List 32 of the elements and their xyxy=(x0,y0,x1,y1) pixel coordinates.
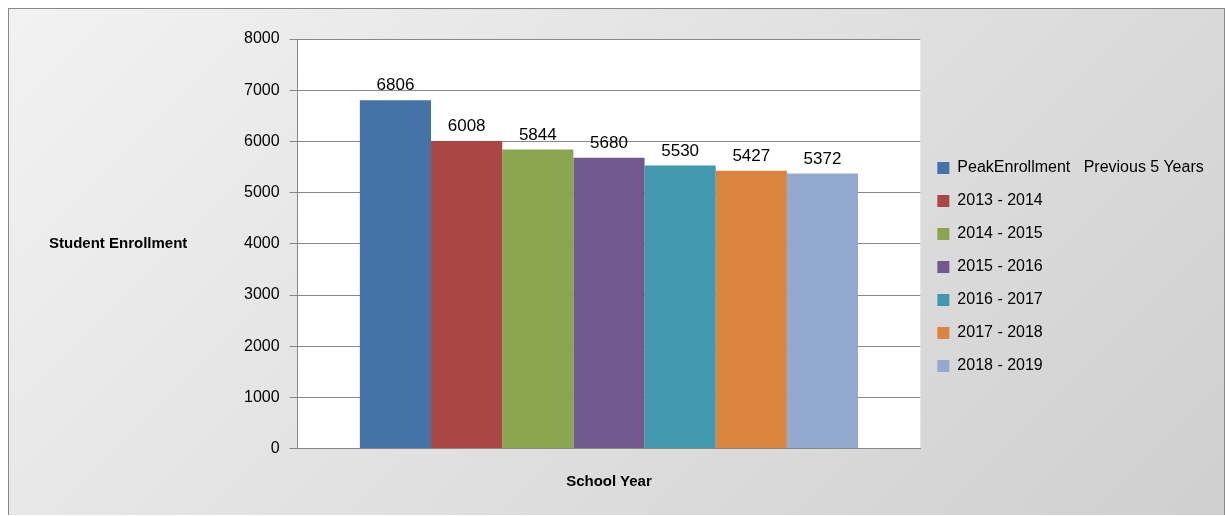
y-tick-label: 3000 xyxy=(244,285,280,303)
bar xyxy=(786,173,859,449)
legend-label: 2017 - 2018 xyxy=(957,323,1043,341)
bar xyxy=(644,165,716,449)
bar xyxy=(573,157,645,449)
y-tick-label: 7000 xyxy=(244,80,280,98)
data-label: 5427 xyxy=(732,145,771,165)
legend-label: 2015 - 2016 xyxy=(957,257,1043,275)
data-label: 5680 xyxy=(590,132,628,152)
y-tick-label: 0 xyxy=(270,439,280,457)
legend-label: PeakEnrollment Previous 5 Years xyxy=(957,158,1204,176)
data-label: 6008 xyxy=(447,116,486,136)
y-tick-label: 1000 xyxy=(244,387,280,405)
legend-label: 2016 - 2017 xyxy=(957,290,1043,308)
bar xyxy=(502,149,574,449)
bar xyxy=(715,170,787,449)
data-label: 5372 xyxy=(803,148,842,168)
y-tick-label: 2000 xyxy=(244,336,280,354)
x-axis-title: School Year xyxy=(566,472,652,490)
bar xyxy=(359,100,432,449)
data-label: 6806 xyxy=(376,75,415,95)
data-label: 5530 xyxy=(661,140,700,160)
y-axis-title: Student Enrollment xyxy=(49,233,188,251)
y-tick-label: 6000 xyxy=(244,131,280,149)
data-label: 5844 xyxy=(518,124,557,144)
legend-label: 2014 - 2015 xyxy=(957,224,1043,242)
y-tick-label: 4000 xyxy=(244,234,280,252)
y-tick-label: 5000 xyxy=(244,183,280,201)
legend-label: 2013 - 2014 xyxy=(957,191,1043,209)
bar xyxy=(431,140,503,449)
y-tick-label: 8000 xyxy=(244,29,280,47)
legend-label: 2018 - 2019 xyxy=(957,356,1043,374)
